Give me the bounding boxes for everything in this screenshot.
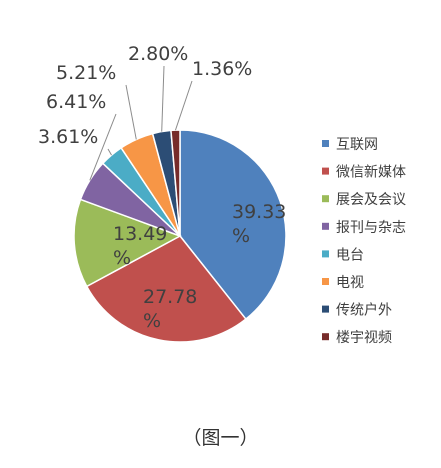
legend-swatch-2 xyxy=(322,167,329,175)
legend-label-1: 互联网 xyxy=(336,137,378,153)
pie-slice-2 xyxy=(85,235,247,343)
legend-swatch-4 xyxy=(322,222,329,230)
legend-swatch-7 xyxy=(322,305,329,313)
data-label-5: 3.61% xyxy=(38,126,98,148)
leader-line-4 xyxy=(89,113,117,181)
legend-label-5: 电台 xyxy=(336,247,364,263)
data-label-2: 27.78% xyxy=(143,286,197,332)
legend-swatch-5 xyxy=(322,250,329,258)
data-label-8: 1.36% xyxy=(192,58,252,80)
leader-line-5 xyxy=(107,148,112,156)
leader-lines xyxy=(89,65,193,181)
leader-line-8 xyxy=(174,80,193,131)
legend-swatch-1 xyxy=(322,140,329,147)
legend-label-7: 传统户外 xyxy=(336,302,392,319)
legend-label-2: 微信新媒体 xyxy=(336,165,406,181)
legend-swatch-3 xyxy=(322,195,329,203)
legend-label-6: 电视 xyxy=(336,275,364,291)
leader-line-6 xyxy=(125,84,137,140)
data-label-7: 2.80% xyxy=(128,43,188,65)
data-label-1: 39.33% xyxy=(232,201,286,247)
data-label-4: 6.41% xyxy=(46,91,106,113)
pie-slice-1 xyxy=(179,129,287,321)
leader-line-7 xyxy=(161,65,165,132)
pie-slices xyxy=(73,129,287,343)
data-label-6: 5.21% xyxy=(56,62,116,84)
legend-label-3: 展会及会议 xyxy=(336,192,406,208)
legend-swatch-8 xyxy=(322,333,329,341)
legend-label-8: 楼宇视频 xyxy=(336,330,392,346)
figure-caption: （图一） xyxy=(182,427,259,449)
legend-swatch-6 xyxy=(322,278,329,285)
legend-label-4: 报刊与杂志 xyxy=(336,220,406,236)
data-label-3: 13.49% xyxy=(113,223,167,269)
pie-slice-3 xyxy=(73,198,182,288)
data-labels: 39.33 % 27.78 % 13.49 % 6.41% 3.61% 5.21% 2.80%1.… xyxy=(38,43,286,332)
